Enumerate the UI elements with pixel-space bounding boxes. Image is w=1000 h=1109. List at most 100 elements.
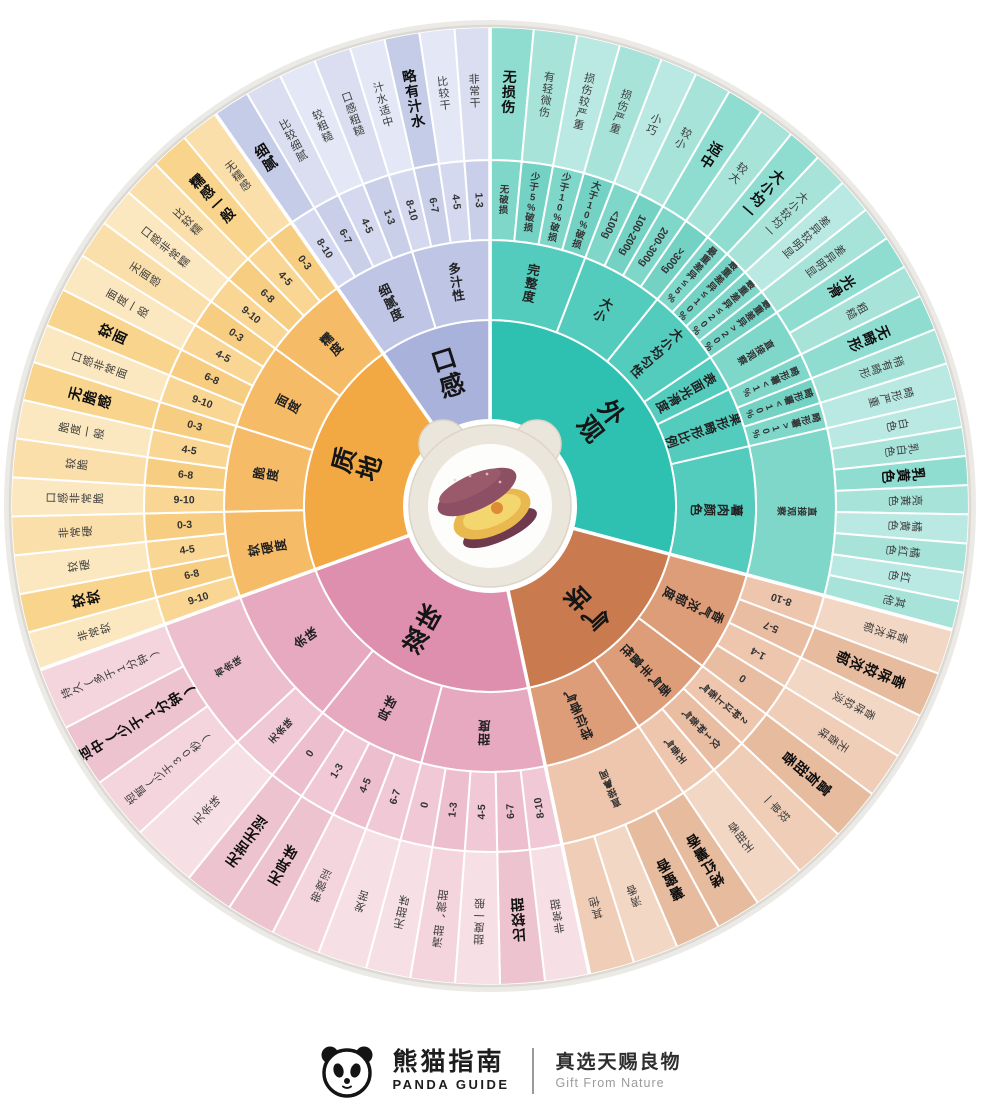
- scale-label: 破: [524, 211, 536, 224]
- scale-label: 接: [796, 507, 808, 517]
- descriptor-label: 畸: [859, 329, 879, 348]
- section-divider: [506, 589, 592, 975]
- attribute-label: 形: [713, 416, 731, 433]
- scale-label: 1-3: [472, 192, 485, 208]
- descriptor-label: 乳: [906, 442, 920, 455]
- descriptor-label: 于: [103, 666, 118, 681]
- scale-label: 5: [672, 285, 684, 297]
- descriptor-label: 硬: [81, 525, 95, 537]
- scale-label: 0: [710, 335, 722, 346]
- scale-label: %: [577, 219, 589, 232]
- descriptor-label: 浓: [872, 624, 888, 638]
- descriptor-label: 黄: [895, 468, 912, 483]
- descriptor-label: 有: [879, 358, 896, 373]
- scale-label: 4-5: [358, 217, 375, 236]
- descriptor-label: 郁: [833, 647, 854, 667]
- scale-label: 畸: [801, 387, 816, 400]
- descriptor-label: 糙: [320, 128, 336, 145]
- scale-label: 少: [529, 170, 542, 183]
- scale-label: 观: [785, 505, 796, 516]
- descriptor-label: 其: [892, 596, 907, 610]
- descriptor-label: 粗: [853, 300, 870, 316]
- scale-label: 损: [571, 237, 584, 252]
- descriptor-label: 1: [115, 663, 128, 673]
- descriptor-label: 香: [888, 671, 909, 692]
- descriptor-label: 重: [572, 116, 586, 132]
- scale-label: 8-10: [532, 797, 547, 820]
- descriptor-label: 味: [397, 892, 411, 907]
- scale-label: <: [772, 399, 784, 408]
- scale-label: 0: [556, 202, 564, 214]
- descriptor-label: 红: [895, 545, 909, 557]
- scale-label: 6-8: [202, 370, 221, 387]
- descriptor-label: 一: [125, 299, 141, 314]
- descriptor-label: 脆: [91, 493, 105, 504]
- scale-label: 形: [791, 390, 806, 403]
- descriptor-label: 严: [877, 392, 891, 406]
- descriptor-label: 形: [845, 335, 865, 354]
- descriptor-label: 郁: [860, 620, 877, 635]
- scale-label: 闻: [597, 767, 610, 782]
- descriptor-label: 伤: [500, 99, 516, 116]
- scale-label: 4-5: [476, 804, 488, 820]
- descriptor-label: 无: [501, 68, 517, 85]
- attribute-label: 特: [577, 724, 595, 743]
- scale-label: 6-7: [504, 803, 517, 819]
- descriptor-label: 一: [474, 908, 485, 920]
- descriptor-label: (: [144, 777, 156, 788]
- descriptor-label: 涩: [318, 866, 333, 882]
- brand-block: 熊猫指南 PANDA GUIDE: [392, 1049, 509, 1092]
- scale-label: 1: [558, 192, 566, 204]
- descriptor-label: 他: [587, 894, 601, 909]
- attribute-label: 完: [526, 261, 542, 278]
- descriptor-label: 非: [92, 358, 108, 373]
- descriptor-label: ): [200, 732, 212, 742]
- descriptor-label: 常: [87, 625, 103, 639]
- descriptor-label: 分: [124, 656, 140, 671]
- scale-label: 0-3: [177, 519, 193, 532]
- descriptor-label: 非: [468, 73, 479, 86]
- section-divider: [572, 526, 954, 632]
- attribute-label: 度: [264, 467, 281, 482]
- descriptor-label: 甜: [549, 896, 562, 911]
- scale-label: 直: [806, 507, 818, 517]
- descriptor-label: 亮: [910, 495, 924, 506]
- descriptor-label: 甜: [473, 932, 484, 945]
- attribute-label: 薯: [729, 503, 744, 517]
- descriptor-label: 色: [886, 520, 901, 532]
- descriptor-label: 较: [511, 911, 526, 928]
- attribute-label: 度: [272, 537, 289, 553]
- wheel-outer-rim: [8, 24, 972, 988]
- attribute-label: 整: [524, 275, 540, 292]
- descriptor-label: 有: [404, 82, 421, 100]
- descriptor-label: 比: [436, 75, 448, 89]
- descriptor-label: 红: [898, 571, 913, 584]
- descriptor-label: 苦: [356, 887, 370, 903]
- scale-label: 1: [701, 730, 713, 742]
- scale-label: 2: [705, 312, 717, 323]
- section-divider: [39, 533, 410, 672]
- descriptor-label: 黄: [898, 520, 913, 532]
- descriptor-label: 软: [84, 588, 103, 606]
- descriptor-label: 口: [340, 90, 354, 105]
- attribute-label: 甜: [477, 732, 490, 747]
- descriptor-label: 非: [75, 628, 91, 642]
- scale-label: 0: [582, 210, 590, 222]
- scale-label: 无: [498, 184, 509, 195]
- descriptor-label: 糙: [351, 122, 366, 139]
- scale-label: 0-3: [186, 418, 204, 434]
- scale-label: 0: [684, 303, 696, 314]
- descriptor-label: 色: [882, 445, 897, 458]
- scale-label: 于: [587, 189, 600, 203]
- descriptor-label: 小: [673, 136, 689, 153]
- scale-label: 1-3: [446, 801, 460, 818]
- attribute-label: 征: [572, 711, 590, 730]
- scale-label: 0: [737, 672, 749, 685]
- descriptor-label: 口: [70, 350, 85, 364]
- descriptor-label: 比: [512, 926, 527, 943]
- attribute-label: 细: [376, 281, 394, 300]
- attribute-label: 肉: [716, 504, 731, 517]
- descriptor-label: 有: [543, 69, 556, 84]
